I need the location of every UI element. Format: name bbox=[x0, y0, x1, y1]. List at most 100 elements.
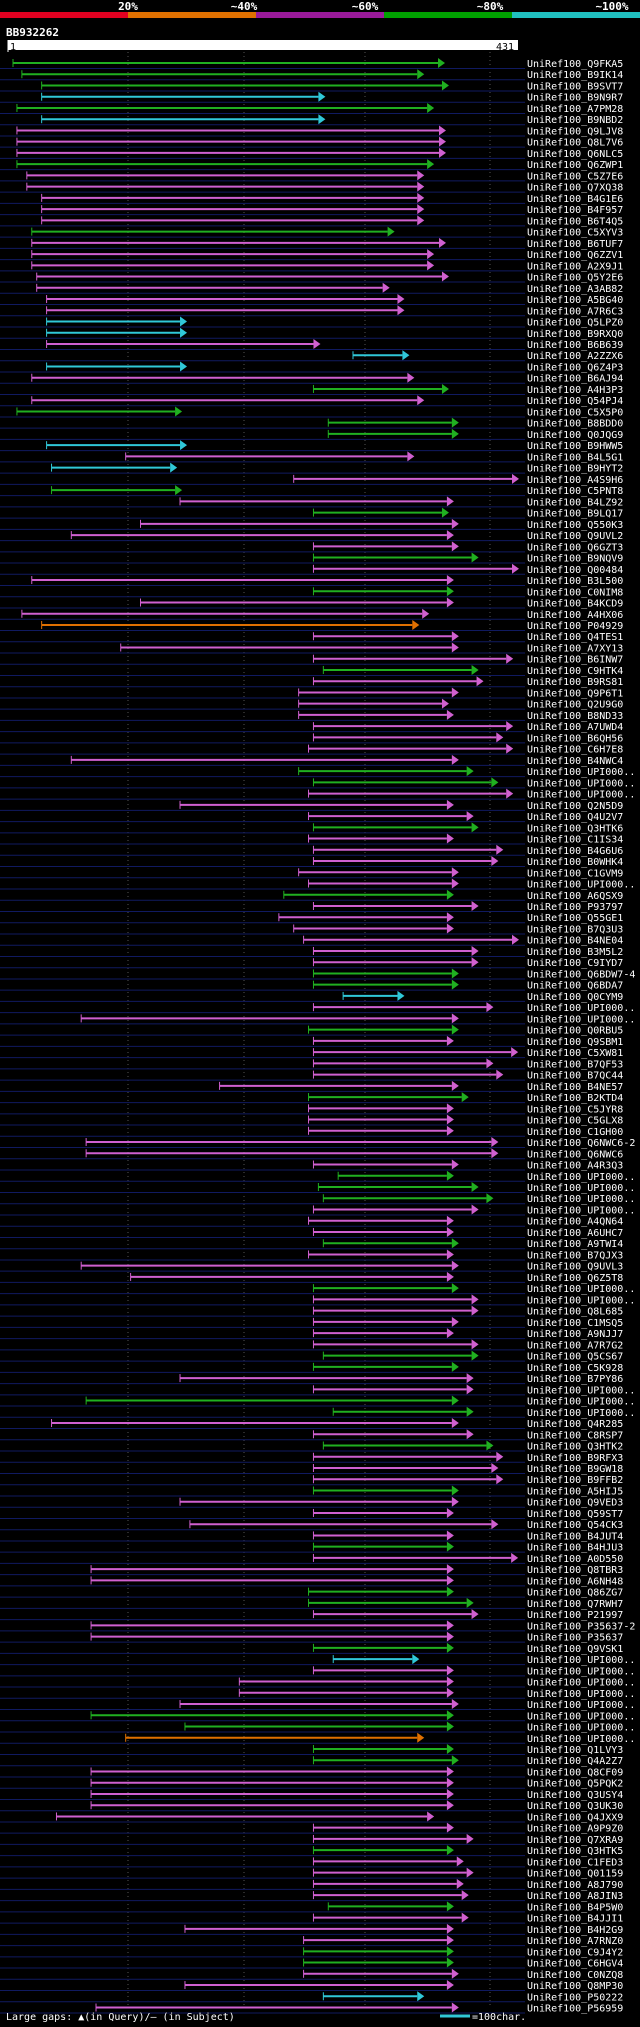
hit-row[interactable]: UniRef100_Q6NLC5 bbox=[0, 147, 623, 160]
hit-label[interactable]: UniRef100_C6H7E8 bbox=[527, 745, 623, 756]
hit-label[interactable]: UniRef100_C1FED3 bbox=[527, 1857, 623, 1868]
hit-row[interactable]: UniRef100_Q6Z5T8 bbox=[0, 1271, 623, 1284]
hit-row[interactable]: UniRef100_B9LQ17 bbox=[0, 507, 623, 520]
hit-label[interactable]: UniRef100_Q8L7V6 bbox=[527, 138, 623, 149]
hit-row[interactable]: UniRef100_C5Z7E6 bbox=[0, 170, 623, 182]
hit-row[interactable]: UniRef100_C5PNT8 bbox=[0, 485, 623, 497]
hit-label[interactable]: UniRef100_A2ZZX6 bbox=[527, 351, 623, 362]
hit-label[interactable]: UniRef100_Q3HTK6 bbox=[527, 823, 623, 834]
hit-label[interactable]: UniRef100_A4H3P3 bbox=[527, 385, 623, 396]
hit-row[interactable]: UniRef100_A5BG40 bbox=[0, 294, 623, 306]
hit-row[interactable]: UniRef100_B7PY86 bbox=[0, 1373, 623, 1385]
hit-label[interactable]: UniRef100_Q59ST7 bbox=[527, 1509, 623, 1520]
hit-label[interactable]: UniRef100_Q6ZWP1 bbox=[527, 160, 623, 171]
hit-label[interactable]: UniRef100_A7RNZ0 bbox=[527, 1936, 623, 1947]
hit-row[interactable]: UniRef100_C1FED3 bbox=[0, 1856, 623, 1868]
hit-row[interactable]: UniRef100_B9IK14 bbox=[0, 69, 623, 81]
hit-label[interactable]: UniRef100_Q6BDW7-4 bbox=[527, 969, 635, 980]
hit-label[interactable]: UniRef100_A7PM28 bbox=[527, 104, 623, 115]
hit-label[interactable]: UniRef100_B9FFB2 bbox=[527, 1475, 623, 1486]
hit-row[interactable]: UniRef100_C1MSQ5 bbox=[0, 1316, 623, 1329]
hit-row[interactable]: UniRef100_Q7XRA9 bbox=[0, 1833, 623, 1846]
hit-label[interactable]: UniRef100_UPI000.. bbox=[527, 1700, 635, 1711]
hit-row[interactable]: UniRef100_B6B639 bbox=[0, 339, 623, 351]
hit-row[interactable]: UniRef100_UPI000.. bbox=[0, 1384, 635, 1396]
hit-label[interactable]: UniRef100_B4JUT4 bbox=[527, 1531, 623, 1542]
hit-row[interactable]: UniRef100_C6HGV4 bbox=[0, 1957, 623, 1970]
hit-label[interactable]: UniRef100_Q6BDA7 bbox=[527, 981, 623, 992]
hit-row[interactable]: UniRef100_Q8CF09 bbox=[0, 1766, 623, 1778]
hit-label[interactable]: UniRef100_B6B639 bbox=[527, 340, 623, 351]
hit-label[interactable]: UniRef100_C5Z7E6 bbox=[527, 171, 623, 182]
hit-label[interactable]: UniRef100_Q01159 bbox=[527, 1869, 623, 1880]
hit-label[interactable]: UniRef100_B7PY86 bbox=[527, 1374, 623, 1385]
hit-row[interactable]: UniRef100_Q2N5D9 bbox=[0, 799, 623, 812]
hit-row[interactable]: UniRef100_B4NE57 bbox=[0, 1080, 623, 1093]
hit-row[interactable]: UniRef100_B6AJ94 bbox=[0, 372, 623, 385]
hit-label[interactable]: UniRef100_UPI000.. bbox=[527, 1284, 635, 1295]
hit-label[interactable]: UniRef100_B9IK14 bbox=[527, 70, 623, 81]
hit-row[interactable]: UniRef100_B6QH56 bbox=[0, 732, 623, 744]
hit-label[interactable]: UniRef100_Q8MP30 bbox=[527, 1981, 623, 1992]
hit-label[interactable]: UniRef100_Q3HTK5 bbox=[527, 1846, 623, 1857]
hit-row[interactable]: UniRef100_B9GW18 bbox=[0, 1463, 623, 1475]
hit-row[interactable]: UniRef100_C6H7E8 bbox=[0, 743, 623, 756]
hit-row[interactable]: UniRef100_B7QJX3 bbox=[0, 1249, 623, 1261]
hit-label[interactable]: UniRef100_UPI000.. bbox=[527, 1397, 635, 1408]
hit-label[interactable]: UniRef100_B4KCD9 bbox=[527, 599, 623, 610]
hit-row[interactable]: UniRef100_Q7XQ38 bbox=[0, 181, 623, 194]
hit-row[interactable]: UniRef100_P21997 bbox=[0, 1609, 623, 1621]
hit-label[interactable]: UniRef100_Q8CF09 bbox=[527, 1767, 623, 1778]
hit-label[interactable]: UniRef100_P21997 bbox=[527, 1610, 623, 1621]
hit-row[interactable]: UniRef100_UPI000.. bbox=[0, 1002, 635, 1014]
hit-row[interactable]: UniRef100_C9J4Y2 bbox=[0, 1946, 623, 1958]
hit-row[interactable]: UniRef100_C9HTK4 bbox=[0, 664, 623, 677]
hit-row[interactable]: UniRef100_B4F957 bbox=[0, 204, 623, 216]
hit-label[interactable]: UniRef100_B7Q3U3 bbox=[527, 924, 623, 935]
hit-label[interactable]: UniRef100_A7R6C3 bbox=[527, 306, 623, 317]
hit-label[interactable]: UniRef100_P04929 bbox=[527, 621, 623, 632]
hit-label[interactable]: UniRef100_Q0JQG9 bbox=[527, 430, 623, 441]
hit-label[interactable]: UniRef100_B8ND33 bbox=[527, 711, 623, 722]
hit-label[interactable]: UniRef100_Q4TES1 bbox=[527, 632, 623, 643]
hit-row[interactable]: UniRef100_B4NWC4 bbox=[0, 754, 623, 767]
hit-label[interactable]: UniRef100_B6TUF7 bbox=[527, 239, 623, 250]
hit-label[interactable]: UniRef100_Q6ZZV1 bbox=[527, 250, 623, 261]
hit-label[interactable]: UniRef100_C1GH00 bbox=[527, 1127, 623, 1138]
hit-row[interactable]: UniRef100_Q5Y2E6 bbox=[0, 271, 623, 284]
hit-row[interactable]: UniRef100_B9HYT2 bbox=[0, 462, 623, 475]
hit-row[interactable]: UniRef100_A4S9H6 bbox=[0, 473, 623, 486]
hit-label[interactable]: UniRef100_A5BG40 bbox=[527, 295, 623, 306]
hit-label[interactable]: UniRef100_Q2U9G0 bbox=[527, 700, 623, 711]
hit-row[interactable]: UniRef100_B4JUT4 bbox=[0, 1530, 623, 1542]
hit-label[interactable]: UniRef100_B6AJ94 bbox=[527, 374, 623, 385]
hit-label[interactable]: UniRef100_Q6Z4P3 bbox=[527, 362, 623, 373]
hit-label[interactable]: UniRef100_B3M5L2 bbox=[527, 947, 623, 958]
hit-label[interactable]: UniRef100_A8J790 bbox=[527, 1880, 623, 1891]
hit-label[interactable]: UniRef100_Q3USY4 bbox=[527, 1790, 623, 1801]
hit-label[interactable]: UniRef100_UPI000.. bbox=[527, 1385, 635, 1396]
hit-label[interactable]: UniRef100_B9RS81 bbox=[527, 677, 623, 688]
hit-label[interactable]: UniRef100_Q0RBU5 bbox=[527, 1026, 623, 1037]
hit-row[interactable]: UniRef100_A9P9Z0 bbox=[0, 1822, 623, 1835]
hit-row[interactable]: UniRef100_A8J790 bbox=[0, 1878, 623, 1891]
hit-label[interactable]: UniRef100_Q4A2Z7 bbox=[527, 1756, 623, 1767]
hit-label[interactable]: UniRef100_Q0CYM9 bbox=[527, 992, 623, 1003]
hit-row[interactable]: UniRef100_Q0CYM9 bbox=[0, 990, 623, 1003]
hit-row[interactable]: UniRef100_A7R7G2 bbox=[0, 1339, 623, 1351]
hit-row[interactable]: UniRef100_UPI000.. bbox=[0, 1170, 635, 1183]
hit-label[interactable]: UniRef100_C6HGV4 bbox=[527, 1959, 623, 1970]
hit-label[interactable]: UniRef100_B9NQV9 bbox=[527, 554, 623, 565]
hit-label[interactable]: UniRef100_A9NJJ7 bbox=[527, 1329, 623, 1340]
hit-label[interactable]: UniRef100_Q3HTK2 bbox=[527, 1442, 623, 1453]
hit-label[interactable]: UniRef100_C0NZQ8 bbox=[527, 1970, 623, 1981]
hit-label[interactable]: UniRef100_UPI000.. bbox=[527, 1194, 635, 1205]
hit-label[interactable]: UniRef100_UPI000.. bbox=[527, 1734, 635, 1745]
hit-label[interactable]: UniRef100_Q00484 bbox=[527, 565, 623, 576]
hit-row[interactable]: UniRef100_B2KTD4 bbox=[0, 1092, 623, 1104]
hit-label[interactable]: UniRef100_Q9FKA5 bbox=[527, 59, 623, 70]
hit-label[interactable]: UniRef100_UPI000.. bbox=[527, 1689, 635, 1700]
hit-row[interactable]: UniRef100_B8ND33 bbox=[0, 709, 623, 722]
hit-label[interactable]: UniRef100_B7QC44 bbox=[527, 1071, 623, 1082]
hit-row[interactable]: UniRef100_B9FFB2 bbox=[0, 1474, 623, 1486]
